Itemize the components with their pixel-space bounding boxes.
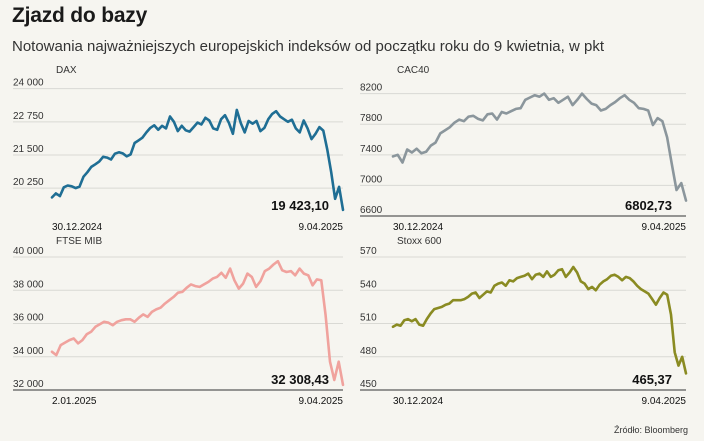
y-tick-label-stoxx-600: 570 bbox=[360, 246, 377, 257]
y-tick-label-stoxx-600: 450 bbox=[360, 379, 377, 390]
panel-stoxx-600: 450 480 510 540 570 Stoxx 600 465,37 30.12.2024… bbox=[360, 236, 688, 407]
y-tick-label-dax: 22 750 bbox=[13, 111, 44, 122]
series-line-ftse-mib bbox=[50, 259, 345, 387]
y-tick-label-cac40: 7400 bbox=[360, 144, 383, 155]
y-tick-label-dax: 21 500 bbox=[13, 144, 44, 155]
y-tick-label-cac40: 7000 bbox=[360, 174, 383, 185]
series-name-cac40: CAC40 bbox=[397, 65, 430, 76]
series-name-ftse-mib: FTSE MIB bbox=[56, 236, 102, 247]
y-tick-label-ftse-mib: 36 000 bbox=[13, 313, 44, 324]
y-tick-label-ftse-mib: 38 000 bbox=[13, 279, 44, 290]
x-start-label-dax: 30.12.2024 bbox=[52, 222, 102, 233]
series-line-dax bbox=[50, 108, 345, 212]
x-end-label-dax: 9.04.2025 bbox=[299, 222, 344, 233]
x-start-label-stoxx-600: 30.12.2024 bbox=[393, 396, 443, 407]
x-end-label-cac40: 9.04.2025 bbox=[642, 222, 687, 233]
y-tick-label-cac40: 7800 bbox=[360, 113, 383, 124]
last-value-label-cac40: 6802,73 bbox=[625, 198, 672, 213]
series-name-stoxx-600: Stoxx 600 bbox=[397, 236, 442, 247]
panel-cac40: 6600 7000 7400 7800 8200 CAC40 6802,73 30.12.20… bbox=[360, 65, 688, 233]
y-tick-label-cac40: 6600 bbox=[360, 205, 383, 216]
y-tick-label-cac40: 8200 bbox=[360, 83, 383, 94]
source-note: Źródło: Bloomberg bbox=[613, 425, 688, 435]
y-tick-label-stoxx-600: 540 bbox=[360, 279, 377, 290]
chart-subtitle: Notowania najważniejszych europejskich i… bbox=[12, 38, 604, 55]
x-end-label-ftse-mib: 9.04.2025 bbox=[299, 396, 344, 407]
x-start-label-ftse-mib: 2.01.2025 bbox=[52, 396, 97, 407]
y-tick-label-ftse-mib: 32 000 bbox=[13, 379, 44, 390]
last-value-label-stoxx-600: 465,37 bbox=[632, 372, 672, 387]
series-name-dax: DAX bbox=[56, 65, 77, 76]
last-value-label-dax: 19 423,10 bbox=[271, 198, 329, 213]
y-tick-label-ftse-mib: 40 000 bbox=[13, 246, 44, 257]
y-tick-label-dax: 20 250 bbox=[13, 177, 44, 188]
series-line-stoxx-600 bbox=[391, 265, 688, 375]
panel-ftse-mib: 32 000 34 000 36 000 38 000 40 000 FTSE MIB 32… bbox=[13, 236, 345, 407]
y-tick-label-dax: 24 000 bbox=[13, 78, 44, 89]
panel-dax: 20 250 21 500 22 750 24 000 DAX 19 423,10 30.1… bbox=[13, 65, 345, 233]
x-start-label-cac40: 30.12.2024 bbox=[393, 222, 443, 233]
y-tick-label-stoxx-600: 510 bbox=[360, 313, 377, 324]
series-line-cac40 bbox=[391, 92, 688, 202]
x-end-label-stoxx-600: 9.04.2025 bbox=[642, 396, 687, 407]
y-tick-label-ftse-mib: 34 000 bbox=[13, 346, 44, 357]
chart-title: Zjazd do bazy bbox=[12, 4, 148, 27]
last-value-label-ftse-mib: 32 308,43 bbox=[271, 372, 329, 387]
y-tick-label-stoxx-600: 480 bbox=[360, 346, 377, 357]
